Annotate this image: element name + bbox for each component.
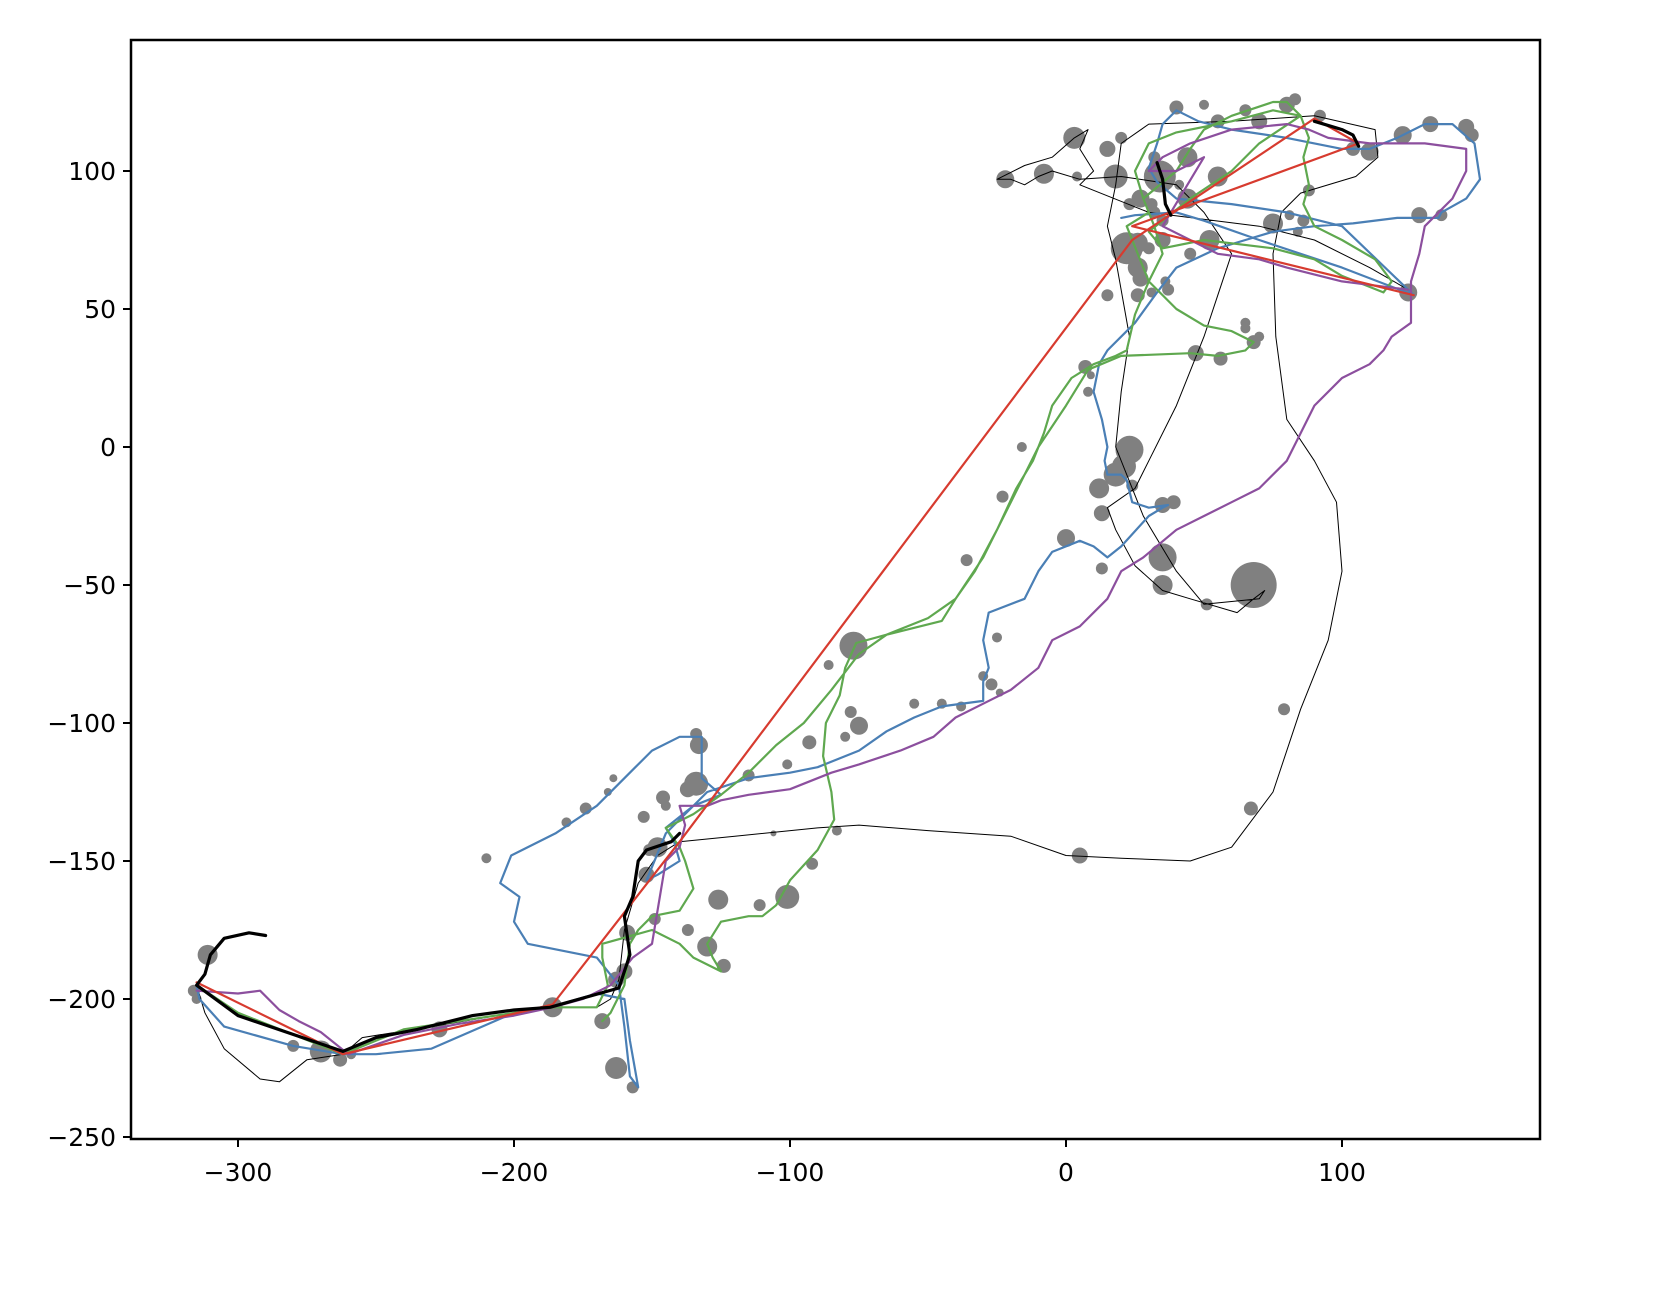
x-tick-label: 100 bbox=[1318, 1158, 1366, 1187]
waypoint-marker bbox=[1207, 166, 1228, 187]
waypoint-marker bbox=[656, 790, 671, 805]
waypoint-marker bbox=[1127, 232, 1148, 253]
waypoint-marker bbox=[1095, 562, 1108, 575]
y-tick-label: −100 bbox=[47, 709, 116, 738]
waypoint-marker bbox=[1086, 371, 1095, 380]
waypoint-marker bbox=[1089, 478, 1110, 499]
waypoint-marker bbox=[1101, 289, 1114, 302]
waypoint-marker bbox=[690, 728, 703, 741]
waypoint-marker bbox=[1243, 801, 1258, 816]
x-tick-label: −100 bbox=[756, 1158, 825, 1187]
y-tick-label: 100 bbox=[68, 157, 116, 186]
x-tick-label: −200 bbox=[480, 1158, 549, 1187]
straight-path-line bbox=[195, 117, 1415, 1056]
waypoint-marker bbox=[684, 771, 709, 796]
waypoint-marker bbox=[1071, 847, 1088, 864]
waypoint-marker bbox=[909, 698, 920, 709]
waypoint-marker bbox=[1162, 283, 1175, 296]
y-tick-label: 50 bbox=[84, 295, 116, 324]
waypoint-marker bbox=[333, 1052, 348, 1067]
waypoint-marker bbox=[1278, 703, 1291, 716]
waypoint-marker bbox=[1123, 198, 1136, 211]
blue-path-line bbox=[195, 109, 1482, 1089]
waypoint-marker bbox=[1057, 529, 1075, 548]
waypoint-marker bbox=[802, 735, 817, 750]
waypoint-marker bbox=[1240, 317, 1251, 328]
waypoint-marker bbox=[1016, 442, 1027, 452]
waypoint-marker bbox=[844, 705, 857, 718]
waypoint-marker bbox=[1230, 562, 1277, 608]
waypoint-marker bbox=[1083, 386, 1094, 397]
waypoint-marker bbox=[1142, 242, 1155, 255]
waypoint-marker bbox=[823, 660, 834, 671]
waypoint-marker bbox=[1251, 113, 1268, 130]
waypoint-marker bbox=[708, 889, 729, 910]
y-tick-label: −50 bbox=[63, 571, 116, 600]
waypoint-marker bbox=[850, 716, 868, 735]
waypoint-marker bbox=[481, 853, 492, 864]
y-tick-label: −250 bbox=[47, 1123, 116, 1152]
thick-black-path-line bbox=[195, 831, 682, 1054]
y-tick-label: −150 bbox=[47, 847, 116, 876]
waypoint-marker bbox=[1174, 179, 1185, 190]
waypoint-marker bbox=[1411, 207, 1428, 224]
waypoint-marker bbox=[1148, 543, 1177, 572]
thick-black-path-upper-line bbox=[1155, 161, 1173, 217]
waypoint-marker bbox=[831, 825, 842, 836]
waypoint-marker bbox=[637, 810, 650, 823]
waypoint-marker bbox=[1145, 198, 1158, 211]
waypoint-marker bbox=[770, 830, 777, 837]
line-layer bbox=[195, 100, 1482, 1089]
waypoint-marker bbox=[1093, 505, 1110, 522]
waypoint-marker bbox=[689, 736, 708, 755]
waypoint-marker bbox=[1115, 131, 1128, 144]
waypoint-marker bbox=[1033, 163, 1054, 184]
waypoint-marker bbox=[609, 774, 618, 783]
waypoint-marker bbox=[840, 731, 851, 742]
y-axis: −250 −200 −150 −100 −50 0 50 100 bbox=[47, 157, 131, 1152]
y-tick-label: 0 bbox=[100, 433, 116, 462]
thin-black-path-line bbox=[196, 115, 1409, 1083]
purple-path-line bbox=[195, 122, 1468, 1056]
x-tick-label: 0 bbox=[1058, 1158, 1074, 1187]
waypoint-marker bbox=[960, 554, 973, 567]
waypoint-marker bbox=[1254, 331, 1265, 342]
waypoint-marker bbox=[1289, 93, 1302, 106]
waypoint-marker bbox=[782, 759, 793, 770]
waypoint-marker bbox=[1072, 171, 1083, 182]
y-tick-label: −200 bbox=[47, 985, 116, 1014]
waypoint-marker bbox=[1152, 575, 1173, 595]
waypoint-marker bbox=[1199, 99, 1209, 110]
x-tick-label: −300 bbox=[204, 1158, 273, 1187]
waypoint-marker bbox=[681, 924, 694, 936]
axes-frame bbox=[129, 38, 1542, 1141]
waypoint-marker bbox=[753, 899, 766, 912]
thick-black-path-top-line bbox=[1312, 119, 1361, 148]
waypoint-marker bbox=[992, 632, 1002, 643]
waypoint-marker bbox=[985, 678, 998, 691]
waypoint-marker bbox=[1099, 140, 1116, 157]
waypoint-marker bbox=[839, 631, 868, 660]
green-path-line bbox=[195, 100, 1393, 1056]
waypoint-marker bbox=[1184, 247, 1197, 260]
waypoint-marker bbox=[605, 1057, 628, 1079]
waypoint-marker bbox=[775, 884, 800, 909]
waypoint-marker bbox=[996, 490, 1009, 503]
x-axis: −300 −200 −100 0 100 bbox=[204, 1139, 1366, 1187]
plot-area bbox=[187, 93, 1482, 1094]
